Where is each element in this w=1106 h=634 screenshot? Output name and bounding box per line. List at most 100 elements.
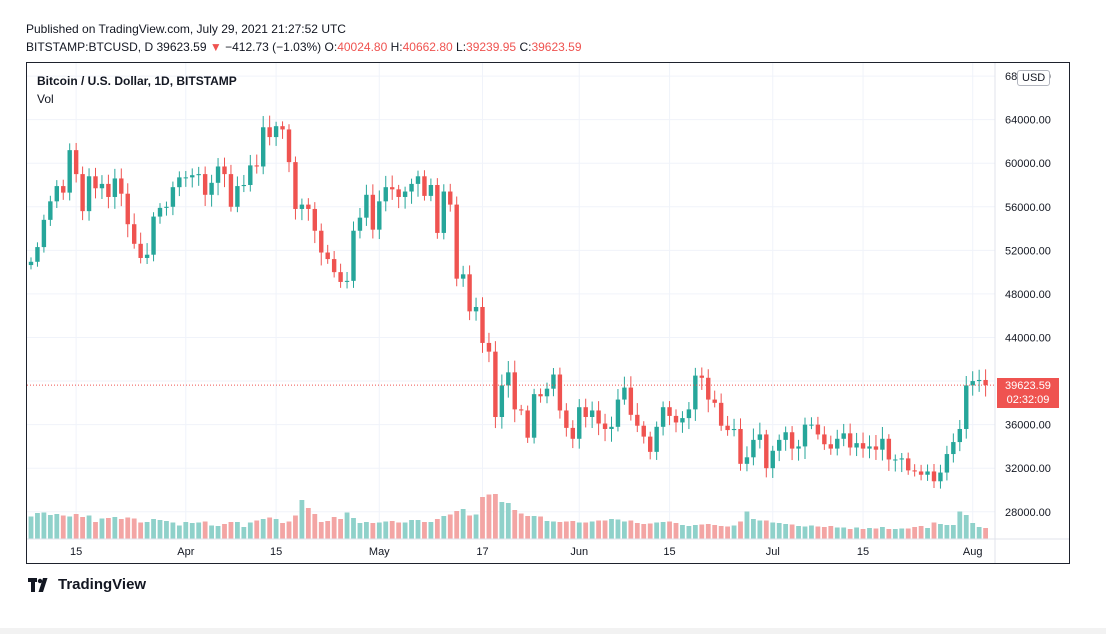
candle-body: [622, 387, 627, 400]
volume-bar: [544, 521, 550, 539]
candle-body: [157, 207, 163, 217]
candle-body: [202, 174, 208, 195]
candle-body: [944, 454, 950, 473]
volume-bar: [821, 527, 827, 539]
volume-bar: [757, 520, 763, 539]
candle-body: [61, 186, 66, 193]
candle-body: [841, 433, 846, 439]
candle-body: [215, 166, 221, 183]
volume-bar: [912, 527, 918, 539]
volume-bar: [809, 525, 814, 539]
candle-body: [931, 471, 937, 482]
volume-bar: [692, 525, 698, 539]
volume-bar: [73, 514, 79, 539]
volume-bar: [880, 527, 885, 539]
candle-body: [551, 374, 556, 389]
volume-bar: [673, 523, 679, 539]
bottom-strip: [0, 628, 1106, 634]
ohlc-line: BITSTAMP:BTCUSD, D 39623.59 ▼ −412.73 (−…: [26, 40, 582, 54]
volume-bar: [86, 515, 92, 539]
volume-bar: [409, 520, 414, 539]
candle-body: [815, 424, 821, 435]
candle-body: [293, 162, 298, 209]
volume-bar: [344, 512, 350, 539]
candle-body: [583, 407, 588, 418]
volume-bar: [434, 519, 440, 539]
candle-body: [918, 471, 924, 475]
time-tick-label: Aug: [963, 546, 983, 558]
candle-body: [835, 438, 840, 449]
low-label: L:: [456, 40, 467, 54]
volume-bar: [260, 519, 266, 539]
volume-bar: [331, 517, 337, 539]
candle-body: [686, 409, 692, 419]
time-tick-label: 17: [476, 546, 488, 558]
candle-body: [331, 259, 337, 273]
candle-body: [132, 224, 137, 244]
price-tick-label: 28000.00: [1005, 507, 1051, 519]
candle-body: [435, 184, 440, 233]
volume-bar: [299, 500, 305, 539]
candle-body: [751, 439, 756, 458]
candle-body: [377, 201, 382, 230]
price-tick-label: 64000.00: [1005, 115, 1051, 127]
volume-bar: [228, 522, 234, 539]
volume-bar: [789, 524, 795, 539]
candle-body: [828, 444, 833, 449]
price-chart[interactable]: 28000.00 32000.00 36000.00 44000.00 48000.00…: [27, 63, 1070, 564]
volume-bar: [473, 514, 479, 539]
candle-body: [125, 193, 130, 225]
volume-bar: [738, 521, 743, 539]
volume-bar: [596, 520, 601, 539]
volume-bar: [886, 529, 892, 539]
volume-bar: [170, 522, 176, 539]
volume-bar: [783, 524, 789, 539]
tradingview-logo[interactable]: TradingView: [28, 576, 146, 593]
candle-body: [770, 450, 775, 469]
candle-body: [699, 375, 704, 378]
currency-button[interactable]: USD: [1017, 70, 1051, 86]
candle-body: [67, 150, 72, 193]
candle-body: [209, 182, 214, 195]
candle-body: [254, 165, 259, 167]
candle-body: [248, 165, 253, 185]
volume-bar: [389, 521, 395, 539]
price-tick-label: 36000.00: [1005, 420, 1051, 432]
volume-bar: [60, 515, 66, 539]
candle-body: [596, 410, 601, 424]
price-tick-label: 56000.00: [1005, 202, 1051, 214]
volume-bar: [35, 513, 40, 539]
candle-body: [789, 432, 795, 449]
candle-body: [486, 342, 492, 352]
candle-body: [344, 280, 350, 282]
volume-bar: [828, 526, 834, 539]
candle-body: [73, 150, 79, 175]
volume-bar: [280, 523, 285, 539]
volume-bar: [796, 526, 801, 539]
candle-body: [538, 394, 543, 397]
volume-bar: [47, 515, 53, 539]
candle-body: [589, 410, 595, 418]
volume-bar: [176, 525, 182, 539]
volume-bar: [963, 515, 969, 539]
candle-body: [512, 372, 517, 410]
volume-bar: [486, 494, 492, 539]
candle-body: [196, 174, 201, 176]
time-tick-label: 15: [270, 546, 282, 558]
candle-body: [899, 458, 904, 460]
volume-bar: [396, 522, 402, 539]
grid: [27, 63, 995, 539]
volume-bar: [615, 519, 621, 539]
volume-bar: [938, 524, 943, 539]
volume-bar: [570, 521, 576, 539]
chart-pane[interactable]: 28000.00 32000.00 36000.00 44000.00 48000.00…: [26, 62, 1070, 564]
symbol-label: BITSTAMP:BTCUSD, D: [26, 40, 154, 54]
volume-bar: [725, 526, 730, 539]
volume-bar: [563, 521, 569, 539]
volume-bar: [918, 526, 924, 539]
volume-bar: [402, 522, 408, 539]
volume-bar: [241, 527, 247, 539]
volume-bar: [54, 514, 60, 539]
volume-bar: [525, 516, 531, 539]
volume-bar: [106, 518, 111, 539]
